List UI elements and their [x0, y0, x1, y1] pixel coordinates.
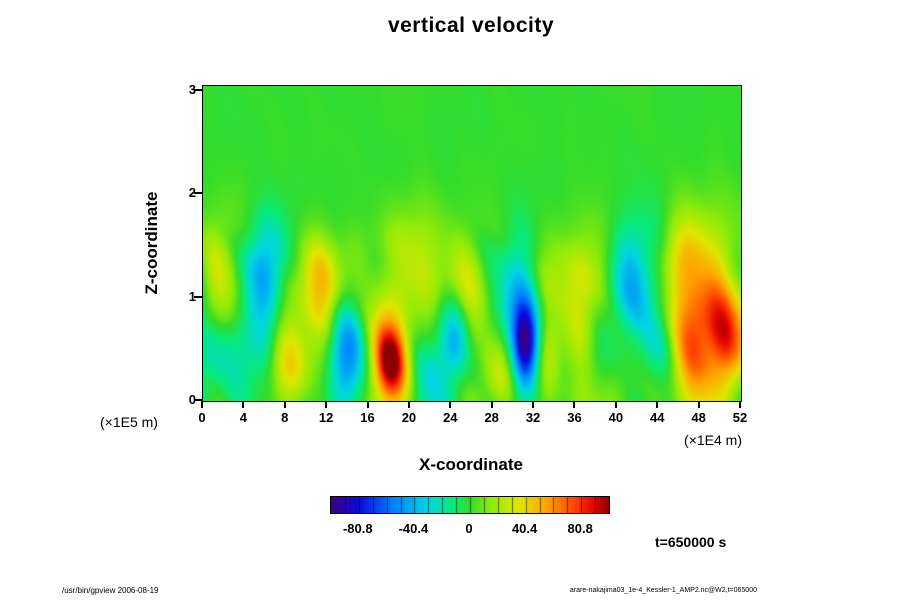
colorbar-tick-label: -40.4: [398, 521, 429, 536]
x-tick-label: 24: [443, 410, 458, 425]
x-tick-label: 44: [649, 410, 665, 425]
x-axis-unit: (×1E4 m): [684, 432, 742, 448]
colorbar: [330, 496, 610, 514]
z-axis-unit: (×1E5 m): [100, 414, 158, 430]
x-tick-mark: [201, 401, 203, 408]
x-tick-mark: [490, 401, 493, 408]
x-tick-mark: [573, 401, 576, 408]
z-tick-mark: [194, 89, 202, 92]
heatmap-canvas: [203, 86, 741, 401]
colorbar-tick-label: -80.8: [342, 521, 373, 536]
x-tick-mark: [697, 401, 700, 408]
x-tick-label: 16: [360, 410, 375, 425]
x-tick-label: 4: [239, 410, 247, 425]
x-tick-mark: [449, 401, 452, 408]
z-axis-label: Z-coordinate: [142, 191, 161, 295]
x-tick-mark: [614, 401, 617, 408]
time-annotation: t=650000 s: [655, 534, 727, 550]
z-tick-label: 0: [188, 392, 196, 407]
x-tick-label: 8: [281, 410, 289, 425]
x-tick-label: 20: [401, 410, 417, 425]
x-tick-mark: [739, 401, 741, 408]
x-axis-label: X-coordinate: [419, 455, 523, 474]
colorbar-tick-label: 40.4: [511, 521, 538, 536]
z-tick-label: 1: [188, 288, 196, 304]
x-tick-mark: [407, 401, 410, 408]
z-tick-mark: [194, 295, 202, 298]
colorbar-tick-label: 80.8: [567, 521, 593, 536]
z-tick-label: 2: [188, 185, 196, 201]
z-tick-mark: [194, 192, 202, 195]
footer-command: /usr/bin/gpview 2006-08-19: [62, 586, 159, 595]
x-tick-label: 40: [608, 410, 624, 425]
plot-title: vertical velocity: [387, 14, 555, 37]
x-tick-mark: [656, 401, 659, 408]
x-tick-label: 32: [525, 410, 541, 425]
x-tick-mark: [242, 401, 245, 408]
x-tick-label: 28: [484, 410, 499, 425]
x-tick-label: 0: [198, 410, 206, 425]
x-tick-label: 48: [691, 410, 706, 425]
z-tick-mark: [194, 399, 202, 401]
x-tick-mark: [532, 401, 535, 408]
x-tick-label: 12: [318, 410, 334, 425]
z-tick-label: 3: [188, 82, 196, 98]
plot-area: [202, 85, 742, 402]
colorbar-canvas: [331, 497, 609, 513]
x-tick-mark: [366, 401, 369, 408]
colorbar-tick-label: 0: [465, 521, 473, 536]
x-tick-label: 36: [567, 410, 582, 425]
x-tick-mark: [325, 401, 328, 408]
x-tick-mark: [283, 401, 286, 408]
x-tick-label: 52: [732, 410, 748, 425]
footer-filename: arare-nakajima03_1e-4_Kessler-1_AMP2.nc@…: [569, 587, 757, 594]
